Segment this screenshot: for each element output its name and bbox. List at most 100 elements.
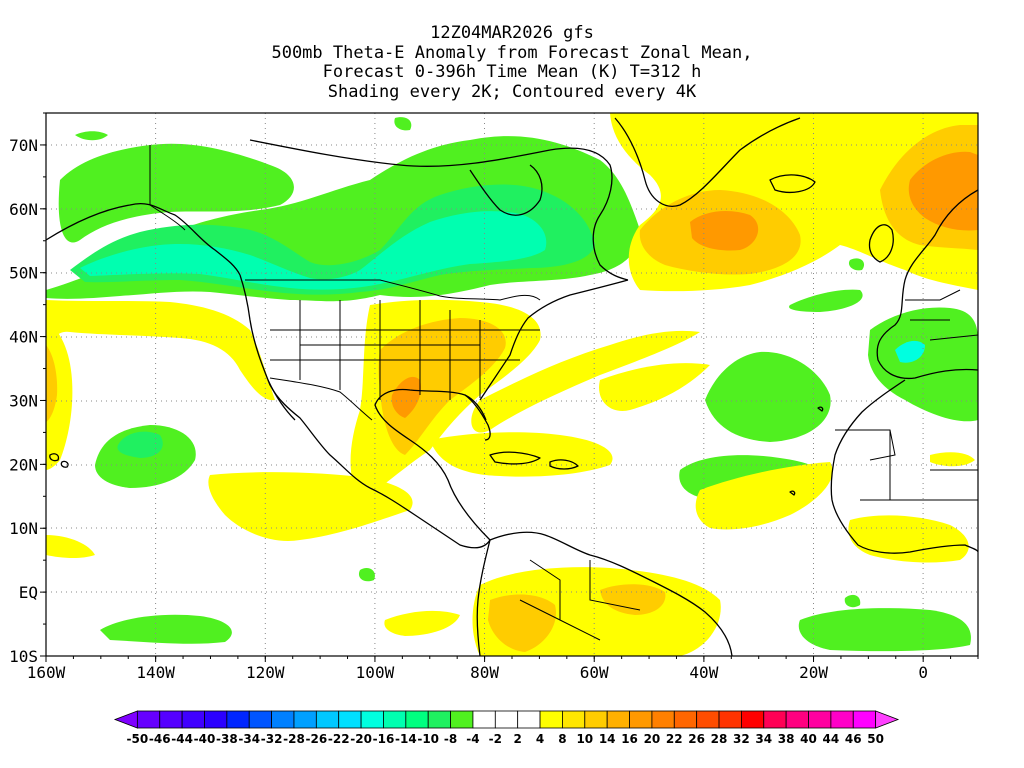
colorbar-arrow-low — [113, 710, 138, 729]
shade-us-warmest — [391, 376, 421, 418]
y-tick-label: 40N — [9, 328, 38, 347]
colorbar-label: -32 — [261, 732, 283, 746]
colorbar-label: 10 — [576, 732, 593, 746]
colorbar-swatch — [472, 710, 496, 729]
shade-south-atlantic-cold — [798, 608, 971, 652]
shade-pacific-warm-band — [46, 300, 275, 401]
shade-us-warmer — [378, 318, 506, 455]
colorbar-swatch — [718, 710, 742, 729]
coast-canary-cape-verde — [789, 406, 824, 496]
coast-baja — [267, 379, 296, 421]
shade-atlantic-cold-central — [705, 351, 831, 442]
colorbar-label: -46 — [149, 732, 171, 746]
colorbar-swatch — [830, 710, 854, 729]
colorbar-swatch — [248, 710, 273, 729]
title-line-3: Forecast 0-396h Time Mean (K) T=312 h — [322, 62, 702, 82]
coast-hudson-bay — [469, 164, 543, 216]
colorbar-label: 32 — [733, 732, 750, 746]
colorbar-swatch — [494, 710, 519, 729]
y-tick-label: 10S — [9, 647, 38, 666]
coast-iceland — [769, 174, 816, 193]
shade-tropical-atlantic-warm — [695, 462, 833, 530]
colorbar-swatch — [271, 710, 295, 729]
colorbar-label: 44 — [823, 732, 840, 746]
x-tick-label: 120W — [246, 663, 285, 682]
shade-europe-africa-cold — [868, 307, 978, 422]
colorbar-label: 26 — [688, 732, 705, 746]
shade-africa-warm — [848, 452, 975, 563]
border-europe — [905, 289, 978, 341]
colorbar-label: 40 — [800, 732, 817, 746]
x-tick-label: 40W — [689, 663, 718, 682]
colorbar-label: -44 — [171, 732, 193, 746]
colorbar-label: 14 — [599, 732, 616, 746]
x-tick-label: 140W — [136, 663, 175, 682]
y-tick-label: EQ — [19, 583, 38, 602]
coast-central-america — [369, 487, 491, 549]
y-tick-label: 70N — [9, 136, 38, 155]
colorbar-label: 22 — [666, 732, 683, 746]
shade-europe-coldest — [895, 340, 925, 363]
colorbar-label: -40 — [194, 732, 216, 746]
colorbar-label: -50 — [127, 732, 149, 746]
colorbar-swatch — [696, 710, 720, 729]
colorbar-label: 34 — [755, 732, 772, 746]
colorbar-swatch — [562, 710, 586, 729]
shade-pacific-colder-low — [117, 431, 163, 458]
coast-south-america-west — [476, 539, 491, 656]
colorbar-swatch — [763, 710, 787, 729]
coast-cuba — [489, 451, 541, 465]
title-line-4: Shading every 2K; Contoured every 4K — [327, 81, 697, 102]
shade-central-america-warm — [208, 472, 413, 541]
shade-pacific-warm-west — [46, 320, 73, 470]
coast-florida — [464, 394, 491, 441]
colorbar-label: 4 — [536, 732, 544, 746]
colorbar-label: -38 — [216, 732, 238, 746]
x-tick-label: 60W — [580, 663, 609, 682]
coast-south-america — [489, 531, 733, 656]
border-africa — [835, 429, 978, 501]
colorbar-label: -34 — [238, 732, 260, 746]
coast-africa-north — [830, 379, 978, 554]
colorbar-swatch — [293, 710, 317, 729]
coast-alaska — [46, 203, 241, 276]
title-line-1: 12Z04MAR2026 gfs — [430, 23, 594, 43]
colorbar-label: 28 — [711, 732, 728, 746]
colorbar-label: 46 — [845, 732, 862, 746]
colorbar-label: -10 — [417, 732, 439, 746]
shade-pacific-warmer-west — [46, 345, 58, 422]
colorbar-swatch — [517, 710, 541, 729]
x-tick-label: 80W — [470, 663, 499, 682]
colorbar-swatch — [539, 710, 563, 729]
colorbar-swatch — [159, 710, 183, 729]
shade-atlantic-warm-mid — [599, 363, 710, 411]
coast-europe — [876, 189, 978, 380]
colorbar-label: 8 — [558, 732, 566, 746]
colorbar-swatch — [629, 710, 653, 729]
colorbar-swatch — [808, 710, 832, 729]
colorbar-swatch — [584, 710, 608, 729]
y-tick-label: 30N — [9, 391, 38, 410]
colorbar-swatch — [338, 710, 362, 729]
colorbar-label: 20 — [644, 732, 661, 746]
colorbar-label: -2 — [489, 732, 502, 746]
colorbar-swatch — [181, 710, 205, 729]
coast-greenland — [614, 117, 801, 207]
border-south-america — [519, 559, 641, 641]
anomaly-shading — [46, 113, 978, 656]
colorbar-label: -8 — [444, 732, 457, 746]
colorbar-label: -28 — [283, 732, 305, 746]
border-us-states — [270, 300, 540, 400]
shade-south-america-warmer — [488, 584, 666, 652]
shade-atlantic-cold-east — [789, 289, 863, 312]
grid-lines — [46, 113, 978, 656]
colorbar-swatch — [383, 710, 407, 729]
colorbar-label: -22 — [328, 732, 350, 746]
coast-east-us — [479, 279, 629, 401]
colorbar-label: -20 — [350, 732, 372, 746]
border-us-canada — [245, 279, 541, 301]
y-tick-label: 20N — [9, 455, 38, 474]
colorbar-swatch — [136, 710, 161, 729]
colorbar-swatch — [315, 710, 340, 729]
